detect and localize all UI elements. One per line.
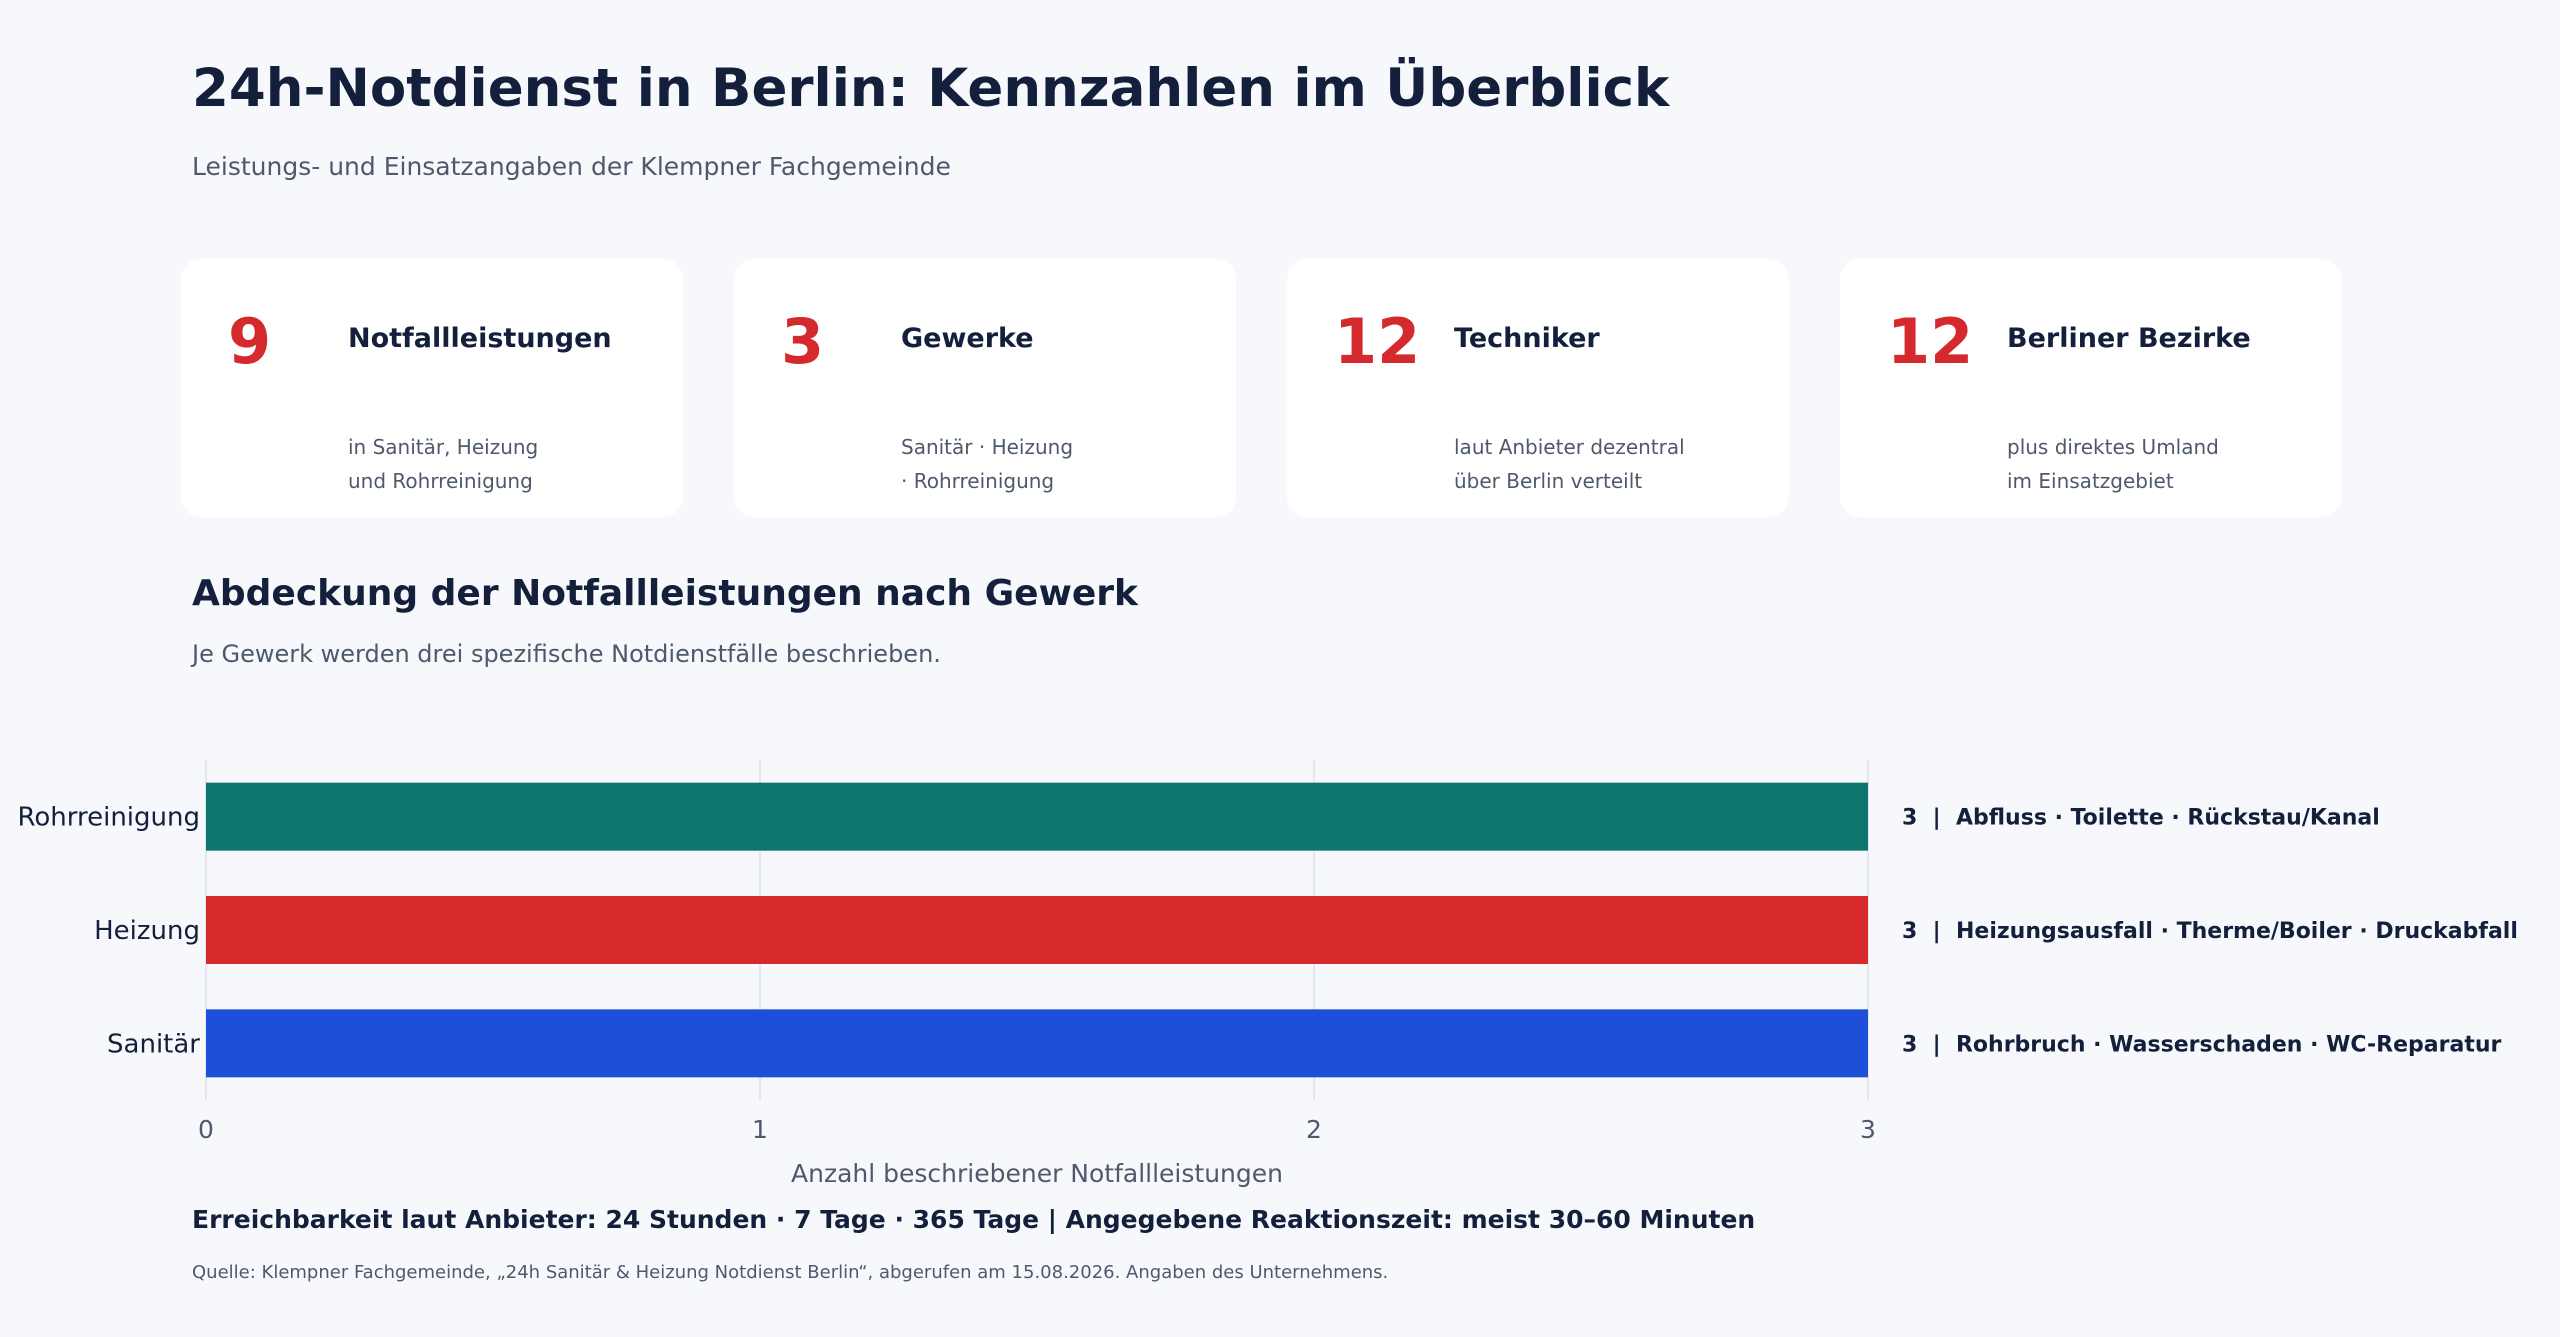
- x-axis-label: Anzahl beschriebener Notfallleistungen: [791, 1159, 1283, 1188]
- kpi-value: 3: [781, 305, 825, 378]
- page-title: 24h-Notdienst in Berlin: Kennzahlen im Ü…: [192, 58, 1670, 119]
- kpi-label: Techniker: [1454, 323, 1600, 354]
- kpi-description: plus direktes Umland im Einsatzgebiet: [2007, 430, 2219, 498]
- kpi-card-gewerke: 3 Gewerke Sanitär · Heizung · Rohrreinig…: [734, 259, 1236, 517]
- bar: [206, 782, 1868, 851]
- kpi-description-line: Sanitär · Heizung: [901, 435, 1074, 459]
- kpi-description: Sanitär · Heizung · Rohrreinigung: [901, 430, 1073, 498]
- kpi-card-bezirke: 12 Berliner Bezirke plus direktes Umland…: [1840, 259, 2342, 517]
- bar: [206, 896, 1868, 964]
- category-label: Rohrreinigung: [17, 803, 200, 833]
- availability-note: Erreichbarkeit laut Anbieter: 24 Stunden…: [192, 1205, 1756, 1234]
- kpi-label: Gewerke: [901, 323, 1034, 354]
- bar-chart: 0 1 2 3 Rohrreinigung 3 | Abfluss · Toilette …: [17, 760, 2518, 1188]
- kpi-value: 12: [1334, 305, 1421, 378]
- kpi-description: laut Anbieter dezentral über Berlin vert…: [1454, 430, 1685, 498]
- kpi-description-line: und Rohrreinigung: [348, 469, 533, 493]
- kpi-description-line: in Sanitär, Heizung: [348, 435, 539, 459]
- kpi-label: Berliner Bezirke: [2007, 323, 2251, 354]
- kpi-label: Notfallleistungen: [348, 323, 612, 354]
- bar-annotation: 3 | Abfluss · Toilette · Rückstau/Kanal: [1902, 806, 2380, 831]
- chart-section-title: Abdeckung der Notfallleistungen nach Gew…: [192, 573, 1138, 614]
- category-label: Heizung: [94, 916, 200, 946]
- x-tick-label: 2: [1306, 1115, 1322, 1144]
- bar: [206, 1009, 1868, 1078]
- kpi-value: 9: [228, 305, 272, 378]
- x-tick-label: 3: [1860, 1115, 1876, 1144]
- x-tick-label: 1: [752, 1115, 768, 1144]
- bar-annotation: 3 | Heizungsausfall · Therme/Boiler · Dr…: [1902, 919, 2518, 944]
- kpi-description: in Sanitär, Heizung und Rohrreinigung: [348, 430, 538, 498]
- x-tick-label: 0: [198, 1115, 214, 1144]
- kpi-description-line: im Einsatzgebiet: [2007, 469, 2174, 493]
- page-subtitle: Leistungs- und Einsatzangaben der Klempn…: [192, 152, 951, 181]
- kpi-description-line: laut Anbieter dezentral: [1454, 435, 1685, 459]
- source-note: Quelle: Klempner Fachgemeinde, „24h Sani…: [192, 1262, 1389, 1283]
- chart-section-subtitle: Je Gewerk werden drei spezifische Notdie…: [192, 640, 941, 668]
- kpi-description-line: über Berlin verteilt: [1454, 469, 1643, 493]
- kpi-card-techniker: 12 Techniker laut Anbieter dezentral übe…: [1287, 259, 1789, 517]
- category-label: Sanitär: [107, 1029, 200, 1059]
- kpi-description-line: · Rohrreinigung: [901, 469, 1055, 493]
- kpi-description-line: plus direktes Umland: [2007, 435, 2219, 459]
- kpi-card-notfallleistungen: 9 Notfallleistungen in Sanitär, Heizung …: [181, 259, 683, 517]
- kpi-value: 12: [1887, 305, 1974, 378]
- bar-annotation: 3 | Rohrbruch · Wasserschaden · WC-Repar…: [1902, 1032, 2502, 1057]
